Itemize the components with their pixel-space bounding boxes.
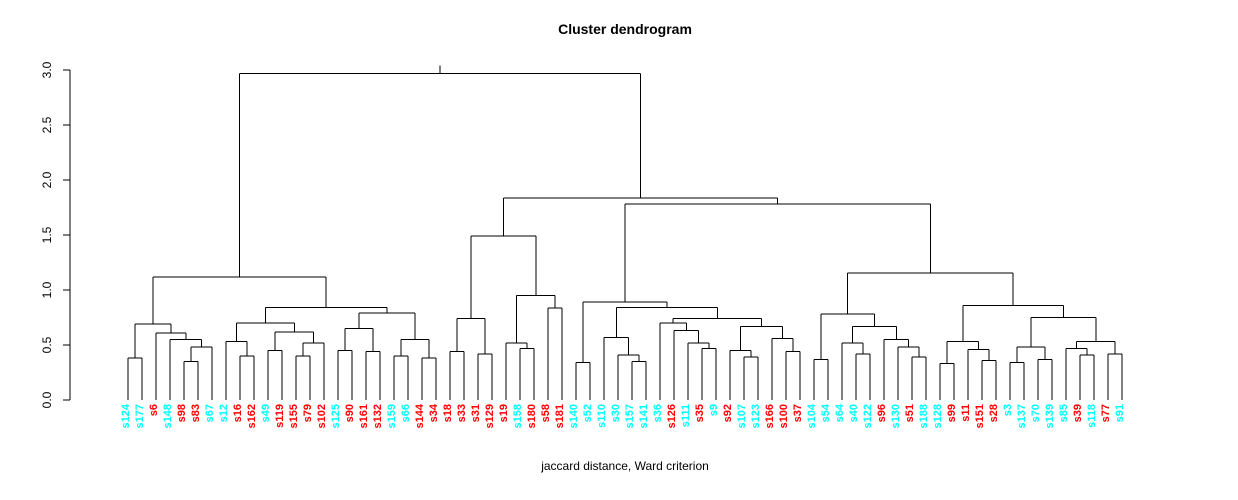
y-tick-label: 2.0: [40, 171, 54, 188]
leaf-label: s19: [498, 404, 510, 423]
leaf-label: s70: [1030, 404, 1042, 423]
leaf-label: s177: [134, 404, 146, 429]
leaf-label: s85: [1058, 404, 1070, 423]
leaf-label: s91: [1114, 404, 1126, 423]
leaf-label: s158: [512, 404, 524, 429]
leaf-label: s3: [1002, 404, 1014, 417]
leaf-label: s155: [288, 404, 300, 429]
leaf-label: s34: [428, 404, 440, 423]
leaf-label: s54: [820, 404, 832, 423]
leaf-label: s77: [1100, 404, 1112, 423]
leaf-label: s40: [848, 404, 860, 423]
leaf-label: s83: [190, 404, 202, 423]
dendrogram-lines: [127, 65, 1123, 400]
leaf-label: s141: [638, 404, 650, 429]
leaf-label: s166: [764, 404, 776, 429]
leaf-label: s181: [554, 404, 566, 429]
leaf-label: s98: [176, 404, 188, 423]
leaf-label: s12: [218, 404, 230, 423]
leaf-label: s137: [1016, 404, 1028, 429]
chart-title: Cluster dendrogram: [558, 21, 692, 37]
leaf-label: s124: [120, 404, 132, 429]
y-axis: 0.0 0.5 1.0 1.5 2.0 2.5 3.0: [40, 61, 71, 408]
leaf-label: s102: [316, 404, 328, 429]
leaf-label: s100: [778, 404, 790, 429]
leaf-label: s128: [932, 404, 944, 429]
leaf-label: s6: [148, 404, 160, 417]
leaf-label: s111: [680, 404, 692, 428]
leaf-label: s151: [974, 404, 986, 429]
leaf-label: s16: [232, 404, 244, 423]
leaf-label: s118: [1086, 404, 1098, 428]
leaf-label: s107: [736, 404, 748, 429]
y-tick-label: 2.5: [40, 116, 54, 133]
y-tick-label: 1.5: [40, 226, 54, 243]
leaf-label: s148: [162, 404, 174, 429]
leaf-label: s99: [946, 404, 958, 423]
leaf-label: s31: [470, 404, 482, 423]
y-tick-label: 1.0: [40, 281, 54, 298]
leaf-label: s122: [862, 404, 874, 429]
leaf-label: s119: [274, 404, 286, 428]
leaf-label: s28: [988, 404, 1000, 423]
y-tick-label: 3.0: [40, 61, 54, 78]
leaf-label: s9: [708, 404, 720, 417]
leaf-label: s92: [722, 404, 734, 423]
leaf-label: s11: [960, 404, 972, 422]
leaf-label: s161: [358, 404, 370, 429]
leaf-label: s110: [596, 404, 608, 428]
leaf-label: s180: [526, 404, 538, 429]
leaf-label: s30: [610, 404, 622, 423]
leaf-label: s37: [792, 404, 804, 423]
leaf-label: s49: [260, 404, 272, 423]
leaf-label: s52: [582, 404, 594, 423]
leaf-label: s39: [1072, 404, 1084, 423]
leaf-label: s157: [624, 404, 636, 429]
leaf-label: s67: [204, 404, 216, 423]
y-axis-line: [63, 69, 71, 401]
leaf-label: s162: [246, 404, 258, 429]
leaf-label: s144: [414, 404, 426, 429]
y-tick-label: 0.5: [40, 336, 54, 353]
leaf-label: s123: [750, 404, 762, 429]
leaf-label: s18: [442, 404, 454, 423]
leaf-label: s104: [806, 404, 818, 429]
leaf-label: s130: [890, 404, 902, 429]
leaf-label: s33: [456, 404, 468, 423]
leaf-label: s188: [918, 404, 930, 429]
leaf-label: s139: [1044, 404, 1056, 429]
leaf-label: s35: [694, 404, 706, 423]
leaf-label: s140: [568, 404, 580, 429]
leaf-label: s58: [540, 404, 552, 423]
leaf-label: s79: [302, 404, 314, 423]
leaf-label: s129: [484, 404, 496, 429]
leaf-label: s36: [652, 404, 664, 423]
leaf-label: s66: [400, 404, 412, 423]
leaf-label: s51: [904, 404, 916, 423]
leaf-label: s90: [344, 404, 356, 423]
leaf-label: s125: [330, 404, 342, 429]
leaf-label: s132: [372, 404, 384, 429]
y-tick-label: 0.0: [40, 391, 54, 408]
chart-caption: jaccard distance, Ward criterion: [541, 459, 709, 473]
leaf-label: s126: [666, 404, 678, 429]
leaf-label: s159: [386, 404, 398, 429]
leaf-label: s64: [834, 404, 846, 423]
leaf-label: s96: [876, 404, 888, 423]
